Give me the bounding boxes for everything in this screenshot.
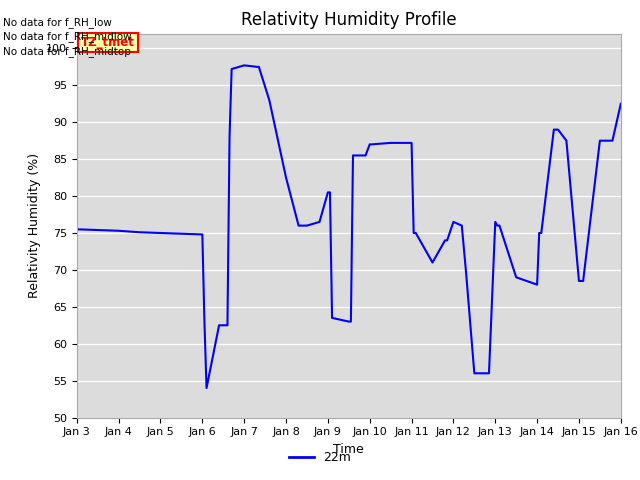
Text: No data for f_RH_midtop: No data for f_RH_midtop	[3, 46, 131, 57]
Text: TZ_tmet: TZ_tmet	[81, 36, 135, 49]
Title: Relativity Humidity Profile: Relativity Humidity Profile	[241, 11, 456, 29]
Legend: 22m: 22m	[284, 446, 356, 469]
Y-axis label: Relativity Humidity (%): Relativity Humidity (%)	[28, 153, 40, 298]
Text: No data for f_RH_midlow: No data for f_RH_midlow	[3, 31, 132, 42]
X-axis label: Time: Time	[333, 443, 364, 456]
Text: No data for f_RH_low: No data for f_RH_low	[3, 17, 112, 28]
